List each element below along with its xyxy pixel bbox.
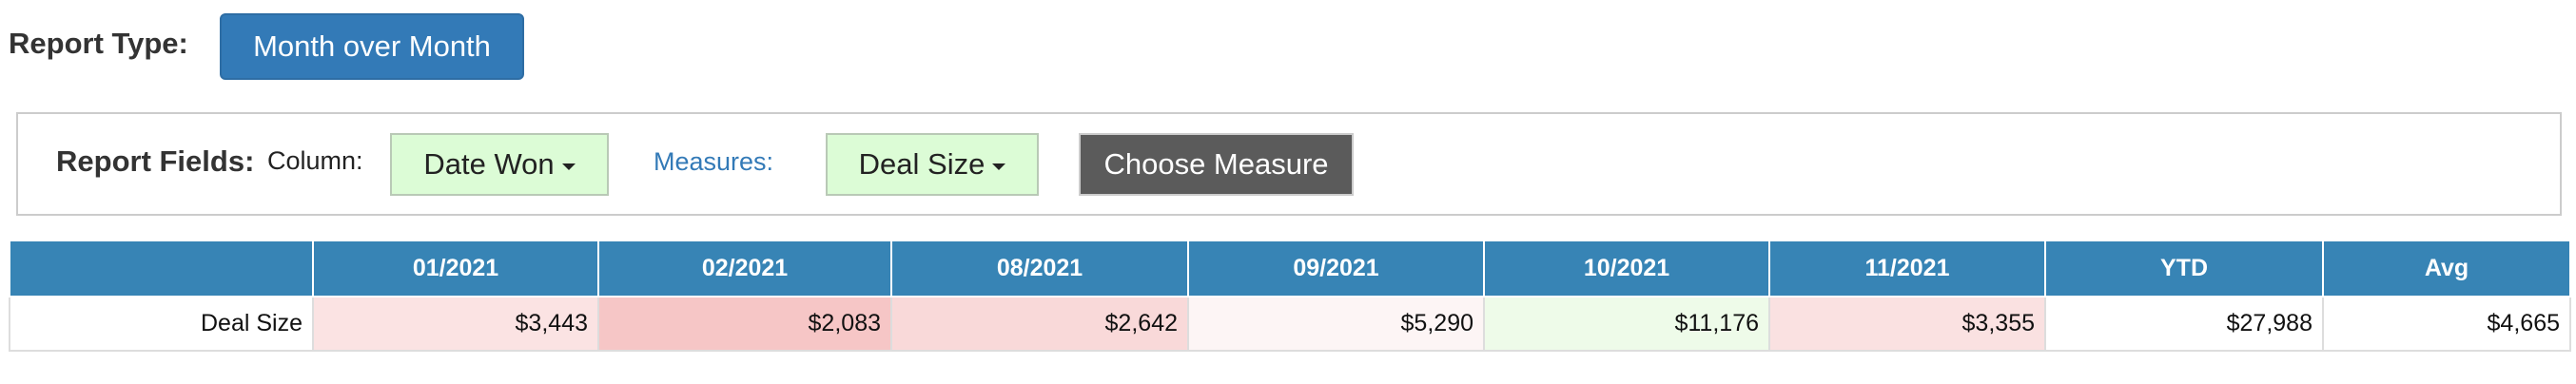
- measure-dropdown[interactable]: Deal Size: [826, 133, 1039, 196]
- report-table: 01/2021 02/2021 08/2021 09/2021 10/2021 11/20…: [9, 240, 2571, 352]
- header-cell: 02/2021: [597, 240, 892, 298]
- caret: [992, 163, 1006, 170]
- column-dropdown[interactable]: Date Won: [390, 133, 609, 196]
- header-cell: [9, 240, 314, 298]
- value-cell: $4,665: [2322, 296, 2571, 352]
- table-row: Deal Size $3,443 $2,083 $2,642 $5,290 $11,176…: [9, 296, 2571, 352]
- header-cell: 08/2021: [890, 240, 1189, 298]
- measures-label: Measures:: [654, 147, 774, 176]
- report-type-label: Report Type:: [9, 27, 188, 60]
- header-cell: 01/2021: [312, 240, 599, 298]
- measure-dropdown-text: Deal Size: [858, 147, 986, 181]
- row-label: Deal Size: [9, 296, 314, 352]
- column-dropdown-text: Date Won: [423, 147, 555, 181]
- column-label: Column:: [267, 146, 363, 175]
- caret: [561, 163, 576, 170]
- header-cell: Avg: [2322, 240, 2571, 298]
- header-cell: 11/2021: [1768, 240, 2046, 298]
- header-cell: YTD: [2044, 240, 2324, 298]
- report-type-button[interactable]: Month over Month: [220, 13, 524, 80]
- value-cell: $2,083: [597, 296, 892, 352]
- header-cell: 10/2021: [1483, 240, 1770, 298]
- value-cell: $3,443: [312, 296, 599, 352]
- value-cell: $5,290: [1187, 296, 1485, 352]
- value-cell: $2,642: [890, 296, 1189, 352]
- table-body: Deal Size $3,443 $2,083 $2,642 $5,290 $11,176…: [9, 296, 2571, 352]
- report-fields-panel: [16, 112, 2562, 216]
- value-cell: $11,176: [1483, 296, 1770, 352]
- choose-measure-button[interactable]: Choose Measure: [1079, 133, 1354, 196]
- value-cell: $3,355: [1768, 296, 2046, 352]
- value-cell: $27,988: [2044, 296, 2324, 352]
- header-cell: 09/2021: [1187, 240, 1485, 298]
- header-row: 01/2021 02/2021 08/2021 09/2021 10/2021 11/20…: [9, 240, 2571, 298]
- report-fields-label: Report Fields:: [56, 144, 255, 178]
